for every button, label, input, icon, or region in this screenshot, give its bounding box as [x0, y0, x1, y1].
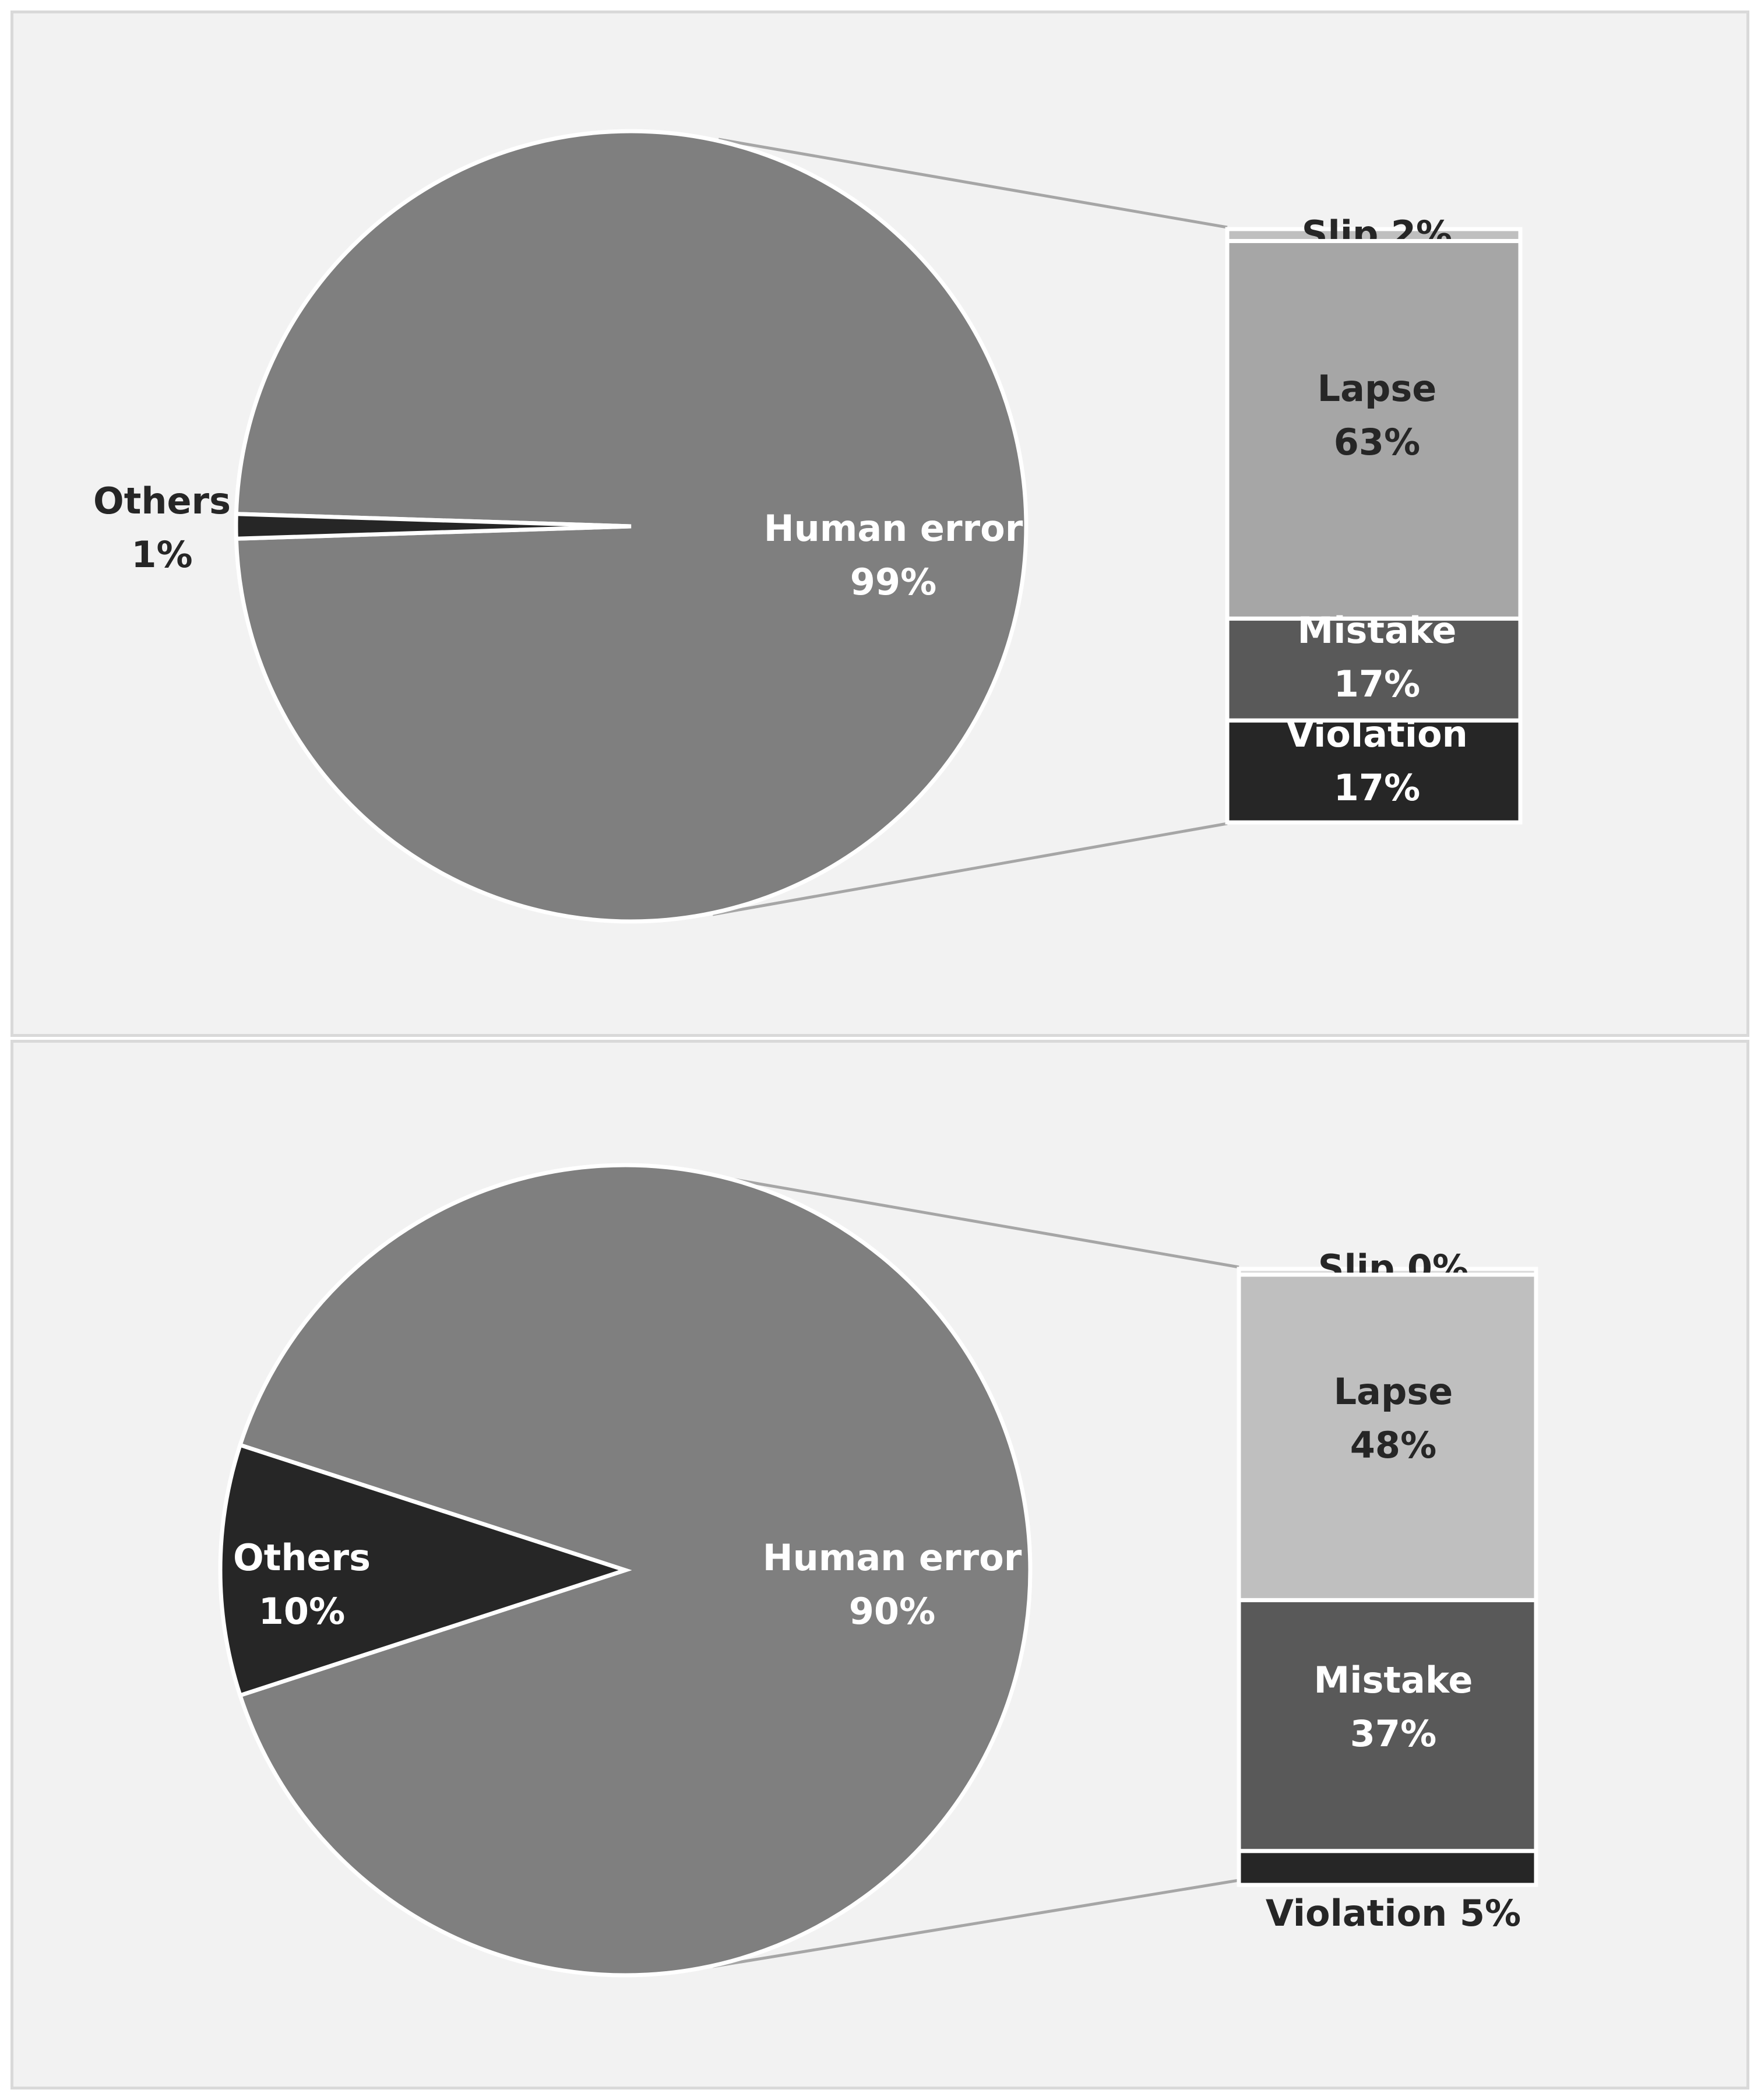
pie-label-human-error: Human error 90% — [763, 1536, 1022, 1633]
connector-line-bottom — [712, 822, 1228, 916]
pie-of-bar-chart-top: Human error 99%Others 1%Slip 2%Lapse 63%Mis… — [93, 129, 1523, 924]
pie-label-others-line: 10% — [259, 1590, 345, 1633]
pie-label-others-line: 1% — [131, 533, 192, 576]
pie-label-others: Others 10% — [233, 1536, 371, 1633]
bar-segment-lapse — [1237, 1272, 1538, 1602]
connector-line-top — [718, 1175, 1239, 1269]
bar-label-violation: Violation 17% — [1286, 713, 1467, 809]
connector-line-bottom — [712, 1879, 1239, 1968]
bar-label-mistake: Mistake 17% — [1298, 609, 1457, 705]
bar-label-mistake-line: 37% — [1350, 1712, 1436, 1755]
bar-label-violation-line: Violation — [1286, 713, 1467, 755]
bar-label-mistake-line: Mistake — [1314, 1659, 1473, 1701]
pie-of-bar-chart-bottom: Human error 90%Others 10%Slip 0%Lapse 48%Mi… — [218, 1163, 1538, 1978]
bar-label-lapse: Lapse 63% — [1318, 367, 1437, 463]
pie-label-human-error: Human error 99% — [764, 507, 1023, 603]
bar-label-lapse-line: Lapse — [1334, 1370, 1453, 1413]
pie-slice-others — [218, 1442, 632, 1698]
pie-label-others: Others 1% — [93, 480, 231, 576]
bar-label-lapse-line: Lapse — [1318, 367, 1437, 410]
bar-label-violation: Violation 5% — [1266, 1892, 1521, 1934]
pie-label-others-line: Others — [233, 1536, 371, 1579]
connector-line-top — [718, 138, 1228, 229]
bar-label-lapse-line: 63% — [1334, 421, 1420, 463]
bar-label-lapse-line: 48% — [1350, 1424, 1436, 1466]
bar-label-mistake-line: 17% — [1334, 663, 1420, 705]
pie-label-others-line: Others — [93, 480, 231, 522]
pie-label-human-error-line: Human error — [764, 507, 1023, 550]
pie-slice-human-error — [237, 1163, 1033, 1978]
bar-segment-violation — [1237, 1849, 1538, 1887]
bar-label-mistake: Mistake 37% — [1314, 1659, 1473, 1755]
bar-label-violation-line: 17% — [1334, 766, 1420, 809]
bar-segment-violation — [1225, 718, 1523, 825]
pie-slice-others — [234, 512, 632, 541]
bar-segment-mistake — [1225, 616, 1523, 723]
bar-label-mistake-line: Mistake — [1298, 609, 1457, 652]
bar-label-violation-line: Violation 5% — [1266, 1892, 1521, 1934]
bar-label-lapse: Lapse 48% — [1334, 1370, 1453, 1466]
pie-label-human-error-line: 99% — [850, 561, 936, 603]
pie-label-human-error-line: 90% — [849, 1590, 935, 1633]
pie-slice-human-error — [234, 129, 1029, 924]
pie-label-human-error-line: Human error — [763, 1536, 1022, 1579]
chart-panel-top: Human error 99% Others 1% Slip 2% Lapse 63% Mis… — [10, 10, 1749, 1037]
chart-panel-bottom: Human error 90% Others 10% Slip 0% Lapse 48% Mi… — [10, 1040, 1749, 2090]
